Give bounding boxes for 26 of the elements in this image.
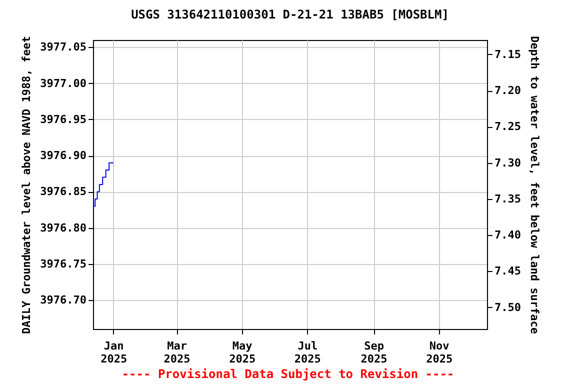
y-tick-label: 3977.05 xyxy=(40,40,86,54)
y-tick-label: 3976.95 xyxy=(40,112,86,126)
y-tick-label: 3976.70 xyxy=(40,294,86,307)
x-tick-label: Nov 2025 xyxy=(426,340,453,366)
text: ---- Provisional Data Subject to Revision ---- xyxy=(120,367,456,381)
y-tick-label: 3976.75 xyxy=(40,257,86,270)
x-tick-label: Jul 2025 xyxy=(294,340,321,366)
x-tick-label: May 2025 xyxy=(229,340,256,366)
y2-tick-label: 7.35 xyxy=(494,192,521,206)
y2-tick-label: 7.25 xyxy=(494,120,521,134)
y-axis-title: DAILY Groundwater level above NAVD 1988, feet xyxy=(20,36,34,334)
y2-tick-label: 7.30 xyxy=(494,156,521,170)
chart-title: USGS 313642110100301 D-21-21 13BAB5 [MOSBLM] xyxy=(131,7,449,22)
y2-axis-title: Depth to water level, feet below land surface xyxy=(528,36,541,334)
y-tick-label: 3976.90 xyxy=(40,149,86,162)
x-tick-label: Sep 2025 xyxy=(360,340,388,366)
x-tick-label: Jan 2025 xyxy=(100,340,128,366)
y2-tick-label: 7.50 xyxy=(494,300,521,314)
y-tick-label: 3977.00 xyxy=(40,76,86,90)
y2-tick-label: 7.15 xyxy=(494,48,521,61)
y2-tick-label: 7.45 xyxy=(494,264,521,278)
y2-tick-label: 7.20 xyxy=(494,84,521,98)
y2-tick-label: 7.40 xyxy=(494,228,521,242)
x-tick-label: Mar 2025 xyxy=(164,340,190,366)
y-tick-label: 3976.80 xyxy=(40,221,86,234)
y-tick-label: 3976.85 xyxy=(40,185,86,198)
